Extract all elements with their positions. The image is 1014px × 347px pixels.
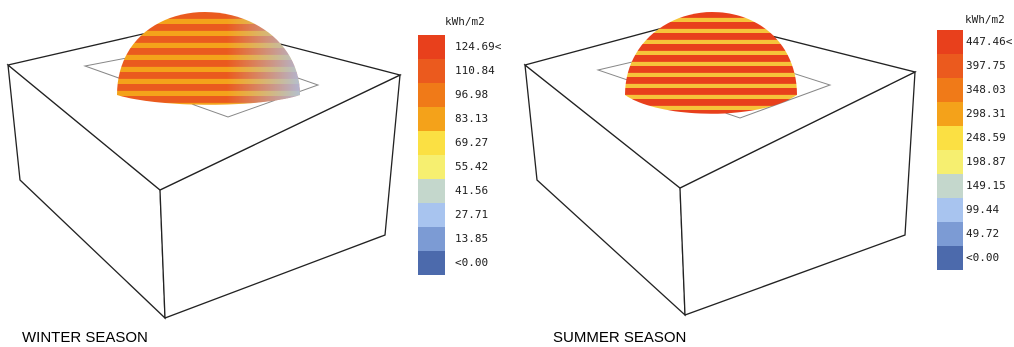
legend-swatch	[418, 131, 445, 155]
legend-swatch	[937, 198, 963, 222]
legend-label: <0.00	[455, 256, 488, 269]
legend-label: 41.56	[455, 184, 488, 197]
legend-swatch	[418, 251, 445, 275]
legend-swatch	[418, 107, 445, 131]
legend-swatch	[418, 83, 445, 107]
legend-label: 124.69<	[455, 40, 502, 53]
legend-label: 83.13	[455, 112, 488, 125]
legend-swatch	[937, 102, 963, 126]
dome-shade	[117, 12, 300, 105]
legend-label: 397.75	[966, 59, 1006, 72]
legend-label: 27.71	[455, 208, 488, 221]
legend-swatch	[418, 35, 445, 59]
legend-label: 13.85	[455, 232, 488, 245]
legend-label: 55.42	[455, 160, 488, 173]
legend-swatch	[937, 174, 963, 198]
legend-swatch	[418, 179, 445, 203]
legend-label: 49.72	[966, 227, 999, 240]
winter-model	[6, 12, 402, 320]
legend-label: 96.98	[455, 88, 488, 101]
legend-swatch	[937, 222, 963, 246]
dome	[625, 12, 797, 114]
legend-label: 248.59	[966, 131, 1006, 144]
legend-unit: kWh/m2	[445, 15, 485, 28]
legend-label: 69.27	[455, 136, 488, 149]
legend-swatch	[418, 203, 445, 227]
legend-label: 110.84	[455, 64, 495, 77]
summer-model	[523, 12, 917, 317]
legend-swatch	[937, 54, 963, 78]
legend-swatch	[937, 246, 963, 270]
legend-swatch	[937, 78, 963, 102]
legend-swatch	[418, 155, 445, 179]
legend-label: 348.03	[966, 83, 1006, 96]
caption: WINTER SEASON	[22, 329, 148, 346]
legend-label: 198.87	[966, 155, 1006, 168]
legend-swatch	[937, 30, 963, 54]
legend-label: <0.00	[966, 251, 999, 264]
legend-label: 447.46<	[966, 35, 1013, 48]
box-top-face	[6, 21, 402, 191]
legend-label: 99.44	[966, 203, 999, 216]
legend-label: 149.15	[966, 179, 1006, 192]
legend-label: 298.31	[966, 107, 1006, 120]
caption: SUMMER SEASON	[553, 329, 686, 346]
legend-swatch	[937, 126, 963, 150]
legend-swatch	[418, 227, 445, 251]
legend-swatch	[418, 59, 445, 83]
legend-swatch	[937, 150, 963, 174]
legend-unit: kWh/m2	[965, 13, 1005, 26]
